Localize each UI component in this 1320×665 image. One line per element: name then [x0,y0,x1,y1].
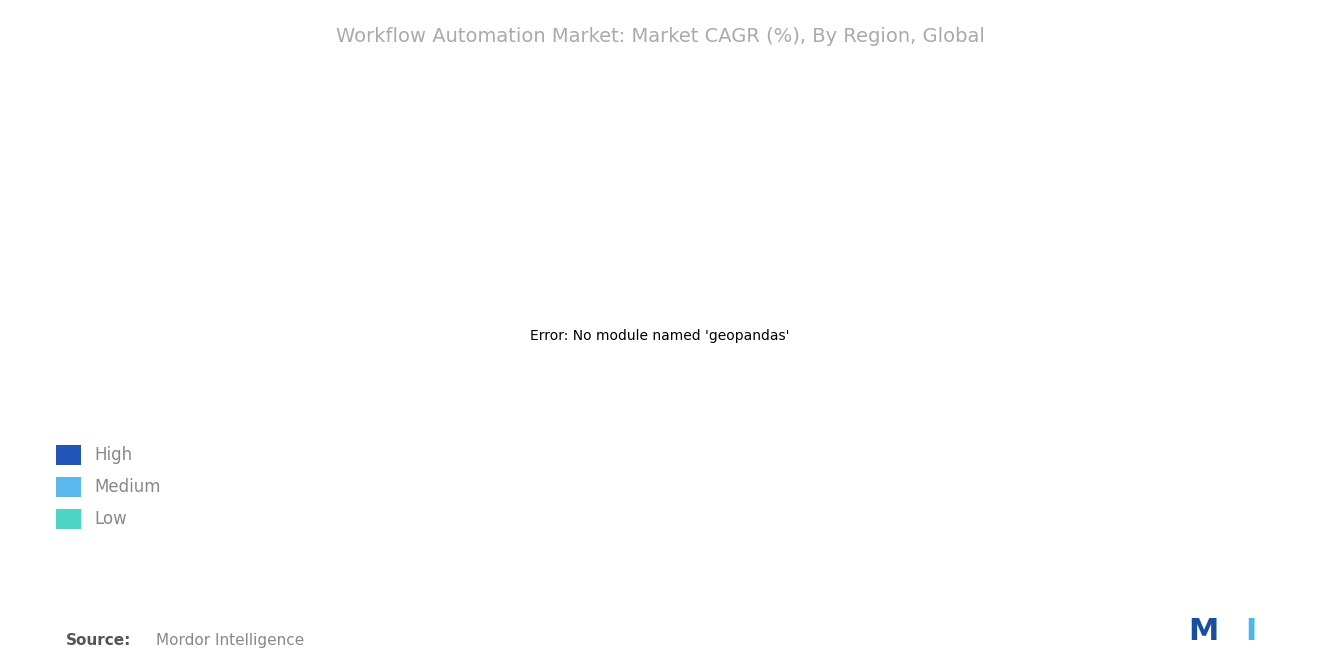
Legend: High, Medium, Low: High, Medium, Low [48,436,169,537]
Text: I: I [1245,617,1257,646]
Text: Error: No module named 'geopandas': Error: No module named 'geopandas' [531,329,789,343]
Text: Source:: Source: [66,633,132,648]
Text: M: M [1188,617,1218,646]
Text: Mordor Intelligence: Mordor Intelligence [156,633,304,648]
Text: Workflow Automation Market: Market CAGR (%), By Region, Global: Workflow Automation Market: Market CAGR … [335,27,985,46]
